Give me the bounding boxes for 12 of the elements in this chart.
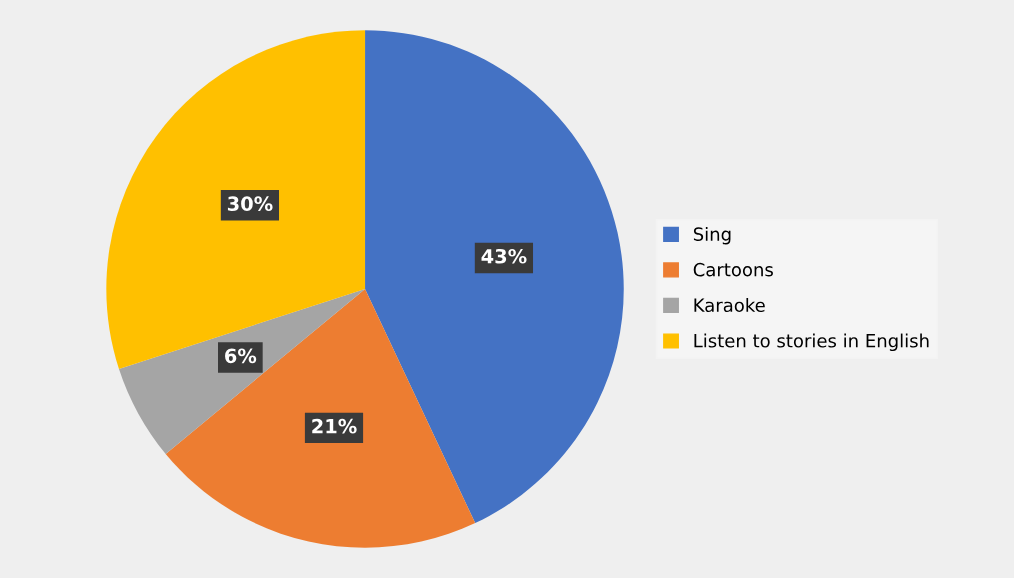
legend-label: Sing <box>693 226 731 245</box>
data-label: 43% <box>481 248 527 264</box>
legend-label: Cartoons <box>693 262 773 277</box>
legend-label: Karaoke <box>694 298 765 312</box>
pie-slice <box>365 30 624 524</box>
data-label: 21% <box>312 418 357 434</box>
legend-label: Listen to stories in English <box>694 333 929 352</box>
data-label: 30% <box>227 196 273 211</box>
data-label: 6% <box>225 348 257 364</box>
pie-slice <box>118 289 366 454</box>
pie-slice <box>106 30 366 369</box>
pie-slice <box>165 289 476 548</box>
